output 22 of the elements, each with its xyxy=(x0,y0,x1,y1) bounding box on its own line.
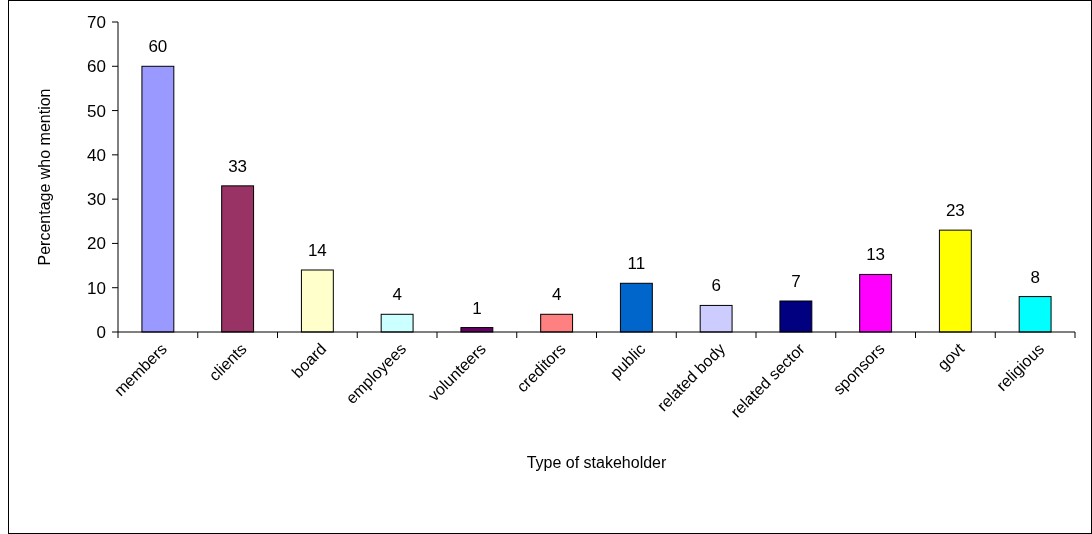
data-label: 14 xyxy=(307,241,327,260)
data-label: 4 xyxy=(392,285,402,305)
y-tick-label: 10 xyxy=(87,278,106,298)
data-label: 11 xyxy=(627,254,646,274)
y-tick-label: 0 xyxy=(96,322,106,342)
data-label: 60 xyxy=(148,37,168,57)
data-label: 13 xyxy=(866,245,886,265)
y-tick-label: 40 xyxy=(87,145,106,165)
y-tick-label: 30 xyxy=(87,190,106,210)
y-tick-label: 20 xyxy=(87,234,106,254)
data-label: 33 xyxy=(228,156,248,176)
data-label: 23 xyxy=(945,201,965,221)
y-tick-label: 60 xyxy=(87,57,106,77)
data-label: 6 xyxy=(711,276,721,296)
y-tick-label: 70 xyxy=(87,12,106,32)
data-label: 4 xyxy=(551,285,562,305)
data-label: 7 xyxy=(791,272,801,291)
data-label: 8 xyxy=(1030,267,1040,287)
x-axis-title: Type of stakeholder xyxy=(526,454,667,471)
y-axis-title: Percentage who mention xyxy=(36,88,53,266)
y-tick-label: 50 xyxy=(87,101,106,121)
data-label: 1 xyxy=(472,298,482,318)
